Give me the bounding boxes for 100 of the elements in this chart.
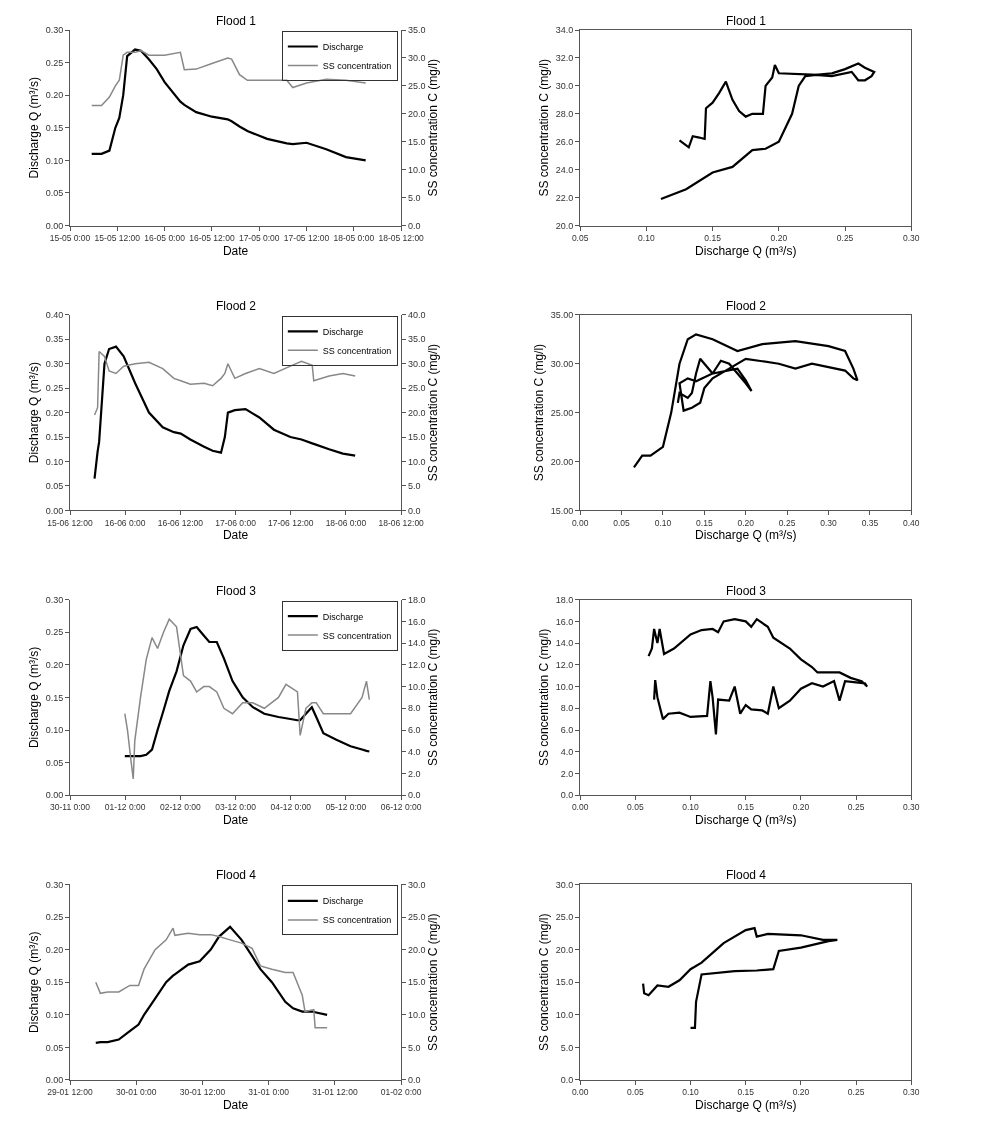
x-tick-label: 16-06 0:00 bbox=[104, 517, 146, 528]
y-tick-label: 20.0 bbox=[555, 220, 574, 231]
y2-axis-title: SS concentration C (mg/l) bbox=[426, 59, 441, 197]
x-tick-label: 30-01 0:00 bbox=[115, 1087, 157, 1098]
y-tick-label: 26.0 bbox=[555, 136, 574, 147]
y2-tick-label: 15.0 bbox=[407, 136, 426, 147]
y2-tick-label: 4.0 bbox=[407, 746, 421, 757]
y-tick-label: 0.30 bbox=[45, 358, 64, 369]
y2-tick-label: 0.0 bbox=[407, 220, 421, 231]
x-tick-label: 0.05 bbox=[613, 517, 631, 528]
legend-label: Discharge bbox=[322, 896, 364, 907]
x-tick-label: 16-05 0:00 bbox=[144, 232, 186, 243]
x-tick-label: 0.20 bbox=[770, 232, 788, 243]
y-axis-title: SS concentration C (mg/l) bbox=[537, 913, 552, 1051]
y-tick-label: 0.0 bbox=[560, 1075, 574, 1086]
x-tick-label: 0.15 bbox=[737, 1087, 755, 1098]
y-tick-label: 0.25 bbox=[45, 912, 64, 923]
y-tick-label: 0.10 bbox=[45, 456, 64, 467]
y2-tick-label: 25.0 bbox=[407, 81, 426, 92]
x-tick-label: 0.20 bbox=[737, 517, 755, 528]
x-tick-label: 30-01 12:00 bbox=[179, 1087, 226, 1098]
x-tick-label: 0.05 bbox=[627, 1087, 644, 1098]
y-tick-label: 0.20 bbox=[45, 659, 64, 670]
y2-tick-label: 25.0 bbox=[407, 383, 426, 394]
chart-title: Flood 4 bbox=[216, 868, 257, 882]
x-axis-title: Date bbox=[222, 243, 249, 258]
y-tick-label: 0.20 bbox=[45, 90, 64, 101]
x-tick-label: 17-06 0:00 bbox=[215, 517, 257, 528]
y2-tick-label: 0.0 bbox=[407, 505, 421, 516]
x-axis-title: Discharge Q (m³/s) bbox=[695, 243, 797, 258]
x-tick-label: 0.25 bbox=[847, 802, 865, 813]
x-tick-label: 0.10 bbox=[682, 802, 700, 813]
y-tick-label: 0.15 bbox=[45, 692, 64, 703]
y-tick-label: 24.0 bbox=[555, 164, 574, 175]
x-tick-label: 17-06 12:00 bbox=[268, 517, 314, 528]
x-tick-label: 04-12 0:00 bbox=[270, 802, 312, 813]
line-series bbox=[659, 62, 876, 201]
y2-tick-label: 5.0 bbox=[407, 481, 421, 492]
x-tick-label: 0.05 bbox=[627, 802, 644, 813]
y-tick-label: 28.0 bbox=[555, 108, 574, 119]
y-tick-label: 0.40 bbox=[45, 309, 64, 320]
chart-title: Flood 1 bbox=[216, 14, 257, 28]
chart-title: Flood 4 bbox=[726, 868, 767, 882]
y-tick-label: 15.00 bbox=[550, 505, 574, 516]
y-tick-label: 2.0 bbox=[560, 768, 574, 779]
y2-axis-title: SS concentration C (mg/l) bbox=[426, 628, 441, 767]
x-tick-label: 03-12 0:00 bbox=[215, 802, 257, 813]
x-tick-label: 0.10 bbox=[638, 232, 655, 243]
x-tick-label: 0.30 bbox=[903, 802, 920, 813]
y-tick-label: 0.05 bbox=[45, 188, 64, 199]
y-tick-label: 0.0 bbox=[560, 790, 574, 801]
y2-tick-label: 20.0 bbox=[407, 944, 426, 955]
legend-label: Discharge bbox=[322, 41, 364, 52]
legend-label: Discharge bbox=[322, 611, 364, 622]
x-tick-label: 0.20 bbox=[792, 802, 810, 813]
y2-tick-label: 18.0 bbox=[407, 594, 426, 605]
y2-tick-label: 10.0 bbox=[407, 456, 426, 467]
y-tick-label: 0.00 bbox=[45, 220, 64, 231]
y-tick-label: 32.0 bbox=[555, 53, 574, 64]
y-tick-label: 30.00 bbox=[550, 358, 574, 369]
y2-tick-label: 40.0 bbox=[407, 309, 426, 320]
y-tick-label: 30.0 bbox=[555, 81, 574, 92]
y-tick-label: 0.20 bbox=[45, 944, 64, 955]
chart-title: Flood 3 bbox=[216, 584, 257, 598]
x-tick-label: 0.15 bbox=[696, 517, 713, 528]
y-tick-label: 16.0 bbox=[555, 616, 574, 627]
x-tick-label: 0.25 bbox=[847, 1087, 865, 1098]
y-tick-label: 0.00 bbox=[45, 1075, 64, 1086]
chart-title: Flood 3 bbox=[726, 584, 767, 598]
y2-tick-label: 0.0 bbox=[407, 1075, 421, 1086]
y-tick-label: 0.10 bbox=[45, 1009, 64, 1020]
x-tick-label: 0.30 bbox=[903, 232, 920, 243]
x-tick-label: 15-05 12:00 bbox=[94, 232, 141, 243]
x-tick-label: 0.10 bbox=[654, 517, 672, 528]
y-axis-title: Discharge Q (m³/s) bbox=[26, 77, 41, 179]
y-tick-label: 0.05 bbox=[45, 1042, 64, 1053]
y-tick-label: 0.15 bbox=[45, 432, 64, 443]
x-tick-label: 0.15 bbox=[737, 802, 755, 813]
y-tick-label: 6.0 bbox=[560, 725, 574, 736]
x-axis-title: Discharge Q (m³/s) bbox=[695, 813, 797, 828]
y-tick-label: 14.0 bbox=[555, 638, 574, 649]
x-tick-label: 16-05 12:00 bbox=[189, 232, 235, 243]
y-axis-title: Discharge Q (m³/s) bbox=[26, 931, 41, 1033]
x-tick-label: 0.30 bbox=[903, 1087, 920, 1098]
x-tick-label: 16-06 12:00 bbox=[157, 517, 204, 528]
y-tick-label: 0.25 bbox=[45, 383, 64, 394]
y-axis-title: SS concentration C (mg/l) bbox=[537, 59, 552, 197]
y-tick-label: 34.0 bbox=[555, 25, 574, 36]
x-tick-label: 0.10 bbox=[682, 1087, 700, 1098]
x-tick-label: 0.00 bbox=[571, 1087, 589, 1098]
y2-tick-label: 10.0 bbox=[407, 681, 426, 692]
x-axis-title: Discharge Q (m³/s) bbox=[695, 1098, 797, 1113]
y2-tick-label: 20.0 bbox=[407, 108, 426, 119]
y-tick-label: 12.0 bbox=[555, 659, 574, 670]
y2-tick-label: 5.0 bbox=[407, 192, 421, 203]
y2-tick-label: 2.0 bbox=[407, 768, 421, 779]
x-tick-label: 0.05 bbox=[571, 232, 589, 243]
x-tick-label: 0.35 bbox=[861, 517, 879, 528]
x-tick-label: 01-12 0:00 bbox=[104, 802, 146, 813]
x-tick-label: 0.40 bbox=[903, 517, 920, 528]
